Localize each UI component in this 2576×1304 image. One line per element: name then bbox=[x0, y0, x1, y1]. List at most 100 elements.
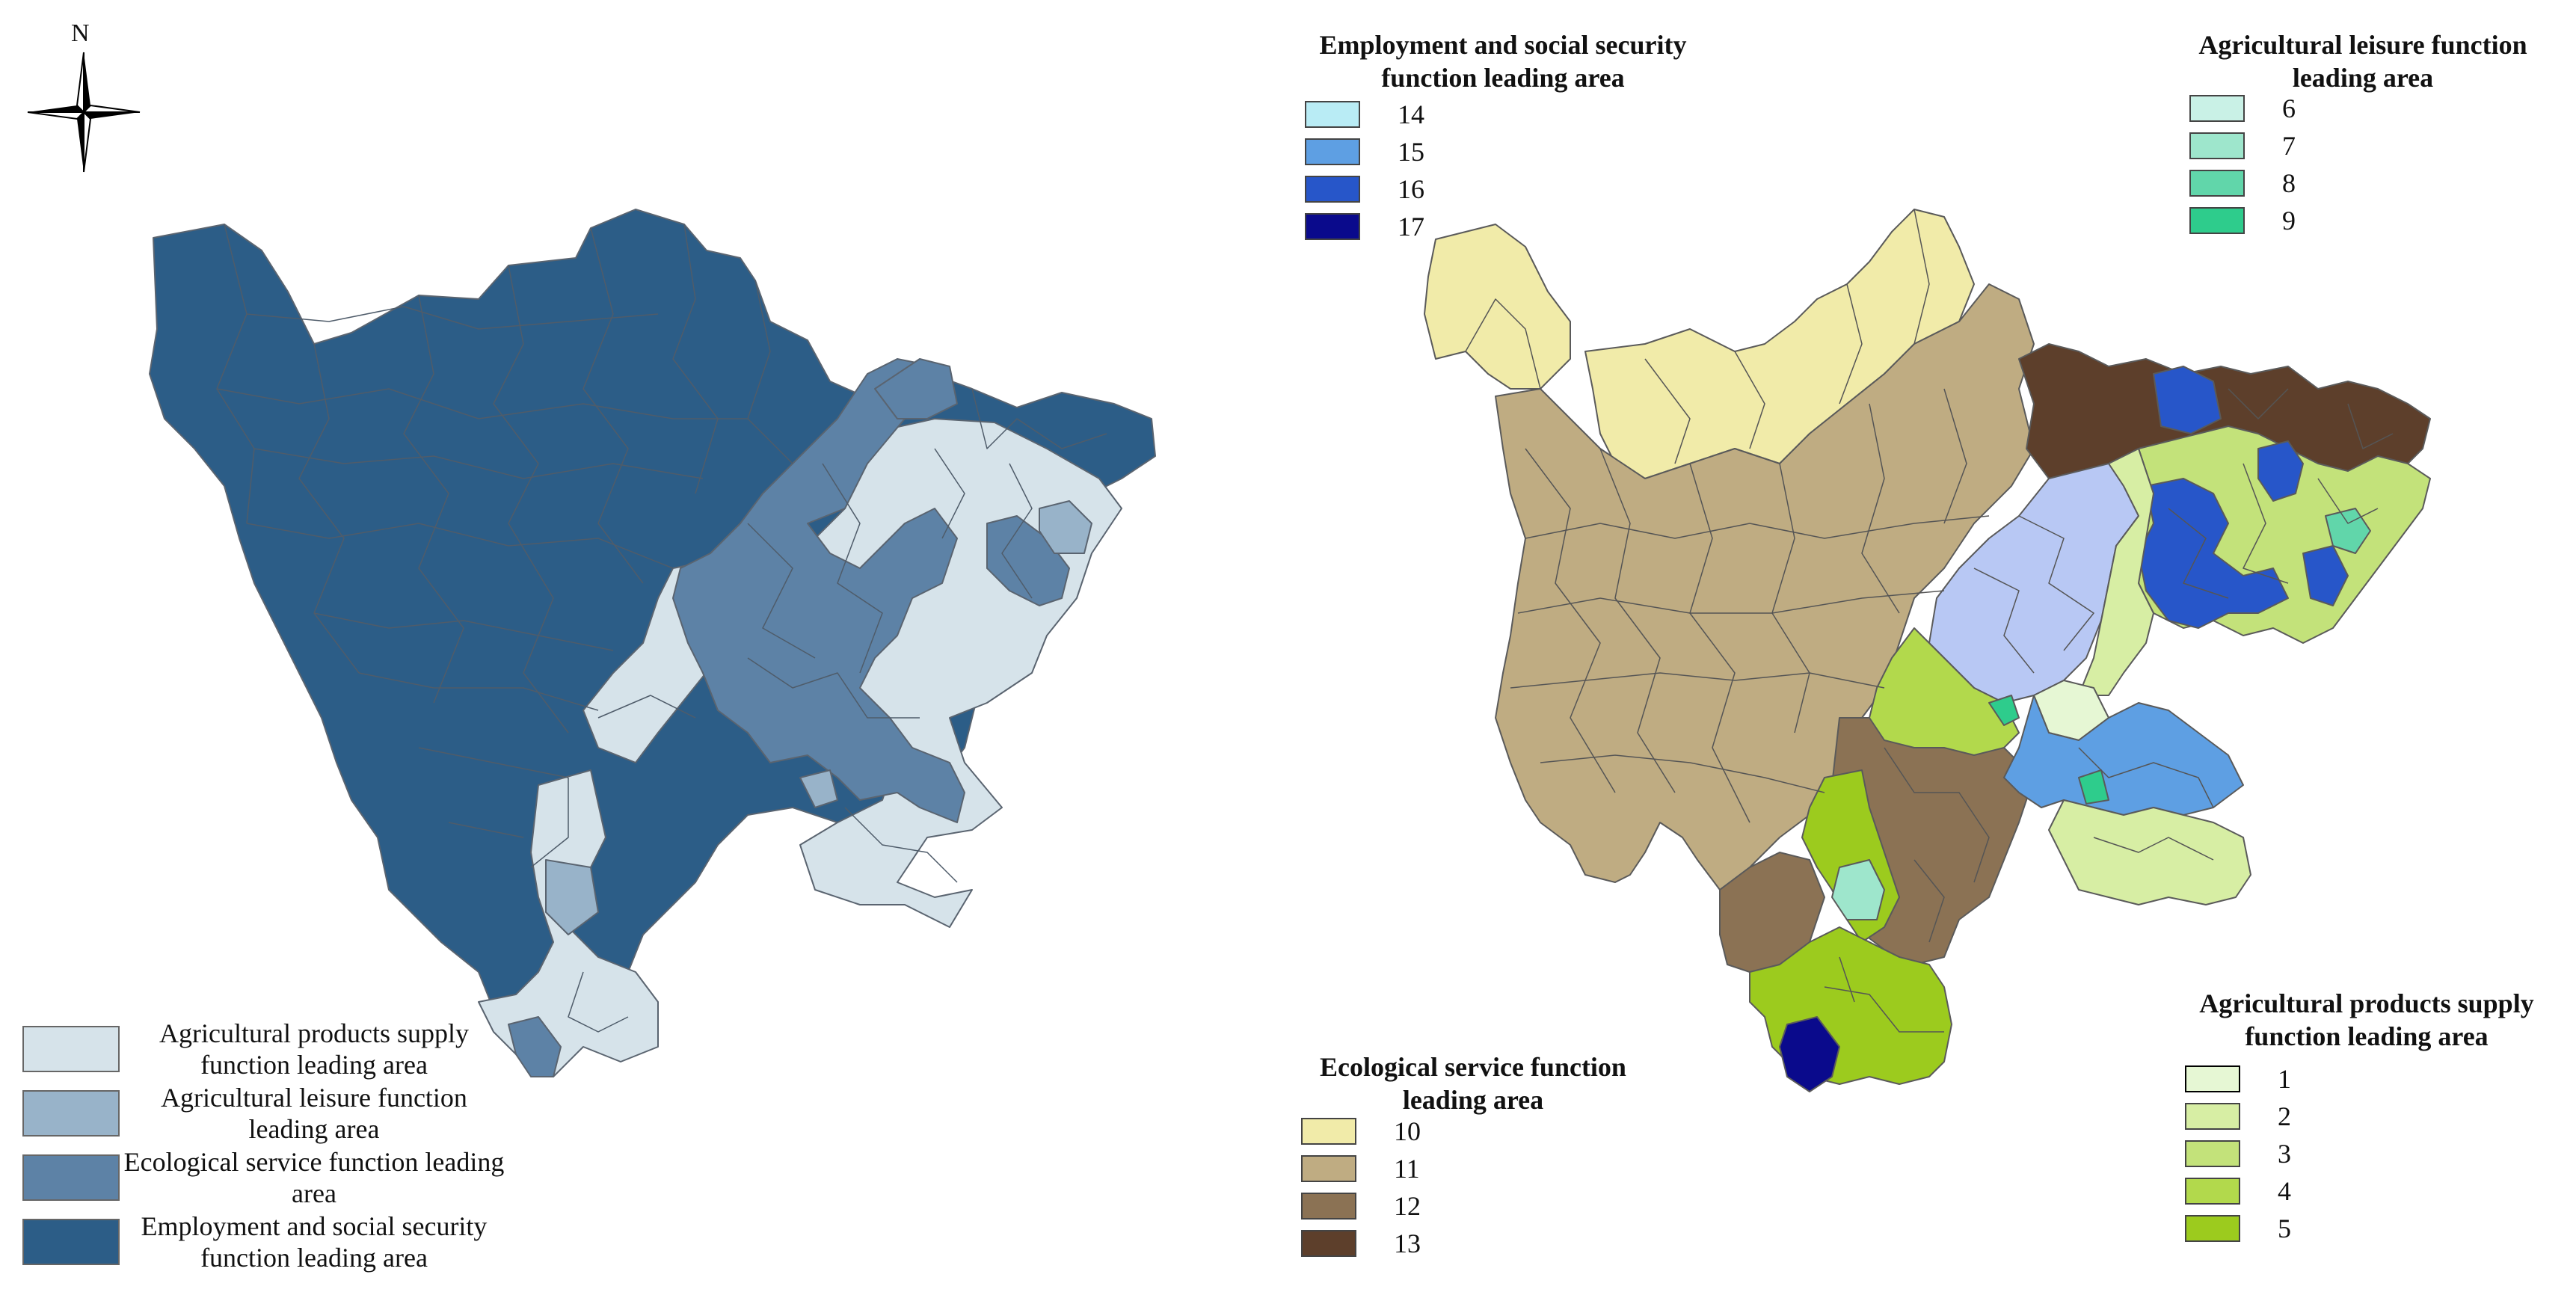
legend-title-employment: Employment and social security function … bbox=[1319, 30, 1687, 93]
left-legend-swatch bbox=[22, 1154, 120, 1201]
left-legend-swatch bbox=[22, 1219, 120, 1265]
right-region-7 bbox=[1831, 859, 1885, 920]
legend-item: 2 bbox=[2185, 1098, 2291, 1135]
right-region-10-nw bbox=[1424, 224, 1571, 390]
legend-swatch bbox=[2185, 1065, 2240, 1092]
legend-title-leisure: Agricultural leisure function leading ar… bbox=[2198, 30, 2527, 93]
left-region-leisure-1 bbox=[1039, 500, 1092, 554]
legend-item: 11 bbox=[1301, 1150, 1421, 1187]
legend-list-employment: 14 15 16 17 bbox=[1305, 96, 1424, 245]
right-region-16-east2 bbox=[2138, 478, 2289, 629]
legend-swatch bbox=[1305, 138, 1360, 165]
legend-item: 8 bbox=[2189, 164, 2296, 202]
legend-swatch bbox=[2185, 1178, 2240, 1205]
legend-list-leisure: 6 7 8 9 bbox=[2189, 90, 2296, 239]
right-map bbox=[1424, 209, 2431, 1092]
compass-rose-icon bbox=[27, 52, 141, 173]
legend-swatch bbox=[2185, 1140, 2240, 1167]
left-region-employment-east bbox=[986, 515, 1070, 606]
left-legend-swatch bbox=[22, 1026, 120, 1072]
legend-item: 10 bbox=[1301, 1113, 1421, 1150]
legend-swatch bbox=[1305, 101, 1360, 128]
legend-item: 5 bbox=[2185, 1210, 2291, 1247]
left-legend-label: Ecological service function leading area bbox=[123, 1147, 505, 1208]
legend-swatch bbox=[2189, 132, 2245, 159]
legend-label: 2 bbox=[2278, 1101, 2291, 1131]
legend-item: 9 bbox=[2189, 202, 2296, 239]
legend-list-ecological: 10 11 12 13 bbox=[1301, 1113, 1421, 1262]
legend-label: 4 bbox=[2278, 1176, 2291, 1206]
left-map-legend: Agricultural products supply function le… bbox=[22, 1017, 561, 1274]
legend-item: 17 bbox=[1305, 208, 1424, 245]
right-region-9-a bbox=[1988, 695, 2020, 726]
left-legend-swatch bbox=[22, 1090, 120, 1137]
right-county-borders bbox=[1465, 209, 2394, 1033]
right-region-2-south bbox=[2048, 799, 2251, 905]
left-legend-item-leisure: Agricultural leisure function leading ar… bbox=[22, 1081, 561, 1145]
legend-item: 15 bbox=[1305, 133, 1424, 170]
legend-label: 3 bbox=[2278, 1139, 2291, 1169]
legend-label: 5 bbox=[2278, 1214, 2291, 1243]
legend-swatch bbox=[2185, 1215, 2240, 1242]
legend-label: 1 bbox=[2278, 1064, 2291, 1094]
legend-label: 12 bbox=[1394, 1191, 1421, 1221]
right-region-4-west bbox=[1869, 627, 2020, 756]
compass-north-label: N bbox=[71, 19, 90, 47]
left-region-leisure-2 bbox=[545, 859, 599, 935]
legend-swatch bbox=[1305, 213, 1360, 240]
legend-label: 6 bbox=[2282, 93, 2296, 123]
legend-item: 3 bbox=[2185, 1135, 2291, 1172]
right-region-9-b bbox=[2078, 769, 2109, 805]
legend-label: 8 bbox=[2282, 168, 2296, 198]
legend-label: 16 bbox=[1398, 174, 1424, 204]
legend-swatch bbox=[1301, 1230, 1356, 1257]
legend-item: 6 bbox=[2189, 90, 2296, 127]
left-county-borders bbox=[216, 224, 1107, 1033]
right-region-15-se bbox=[2003, 695, 2244, 816]
legend-label: 17 bbox=[1398, 212, 1424, 242]
left-legend-item-employment: Employment and social security function … bbox=[22, 1210, 561, 1274]
left-legend-item-ecological: Ecological service function leading area bbox=[22, 1145, 561, 1210]
legend-swatch bbox=[1301, 1193, 1356, 1220]
legend-label: 7 bbox=[2282, 131, 2296, 161]
left-legend-label: Employment and social security function … bbox=[141, 1211, 488, 1273]
right-region-17 bbox=[1779, 1016, 1840, 1092]
right-region-2-east bbox=[2078, 448, 2154, 696]
legend-label: 13 bbox=[1394, 1228, 1421, 1258]
right-region-16-east3 bbox=[2257, 440, 2304, 502]
left-region-employment bbox=[672, 358, 965, 823]
left-legend-label: Agricultural leisure function leading ar… bbox=[161, 1083, 467, 1144]
left-map bbox=[149, 209, 1156, 1077]
right-region-16-east bbox=[2153, 366, 2222, 434]
legend-item: 12 bbox=[1301, 1187, 1421, 1225]
legend-swatch bbox=[1301, 1155, 1356, 1182]
legend-label: 15 bbox=[1398, 137, 1424, 167]
legend-item: 4 bbox=[2185, 1172, 2291, 1210]
legend-swatch bbox=[2189, 207, 2245, 234]
legend-item: 16 bbox=[1305, 170, 1424, 208]
legend-label: 11 bbox=[1394, 1154, 1420, 1184]
legend-title-supply: Agricultural products supply function le… bbox=[2199, 988, 2534, 1051]
legend-item: 7 bbox=[2189, 127, 2296, 164]
right-region-8 bbox=[2325, 508, 2371, 554]
legend-swatch bbox=[1305, 176, 1360, 203]
left-region-employment-sw bbox=[508, 1016, 562, 1077]
legend-swatch bbox=[2189, 170, 2245, 197]
legend-title-ecological: Ecological service function leading area bbox=[1320, 1052, 1626, 1115]
legend-item: 1 bbox=[2185, 1060, 2291, 1098]
left-region-leisure-3 bbox=[799, 769, 838, 808]
legend-swatch bbox=[1301, 1118, 1356, 1145]
left-region-employment-ne bbox=[874, 358, 958, 419]
right-region-16-east4 bbox=[2302, 545, 2349, 606]
left-legend-label: Agricultural products supply function le… bbox=[159, 1018, 469, 1080]
legend-item: 14 bbox=[1305, 96, 1424, 133]
left-legend-item-supply: Agricultural products supply function le… bbox=[22, 1017, 561, 1081]
legend-list-supply: 1 2 3 4 5 bbox=[2185, 1060, 2291, 1247]
legend-label: 9 bbox=[2282, 206, 2296, 236]
legend-item: 13 bbox=[1301, 1225, 1421, 1262]
legend-swatch bbox=[2189, 95, 2245, 122]
legend-label: 14 bbox=[1398, 99, 1424, 129]
legend-label: 10 bbox=[1394, 1116, 1421, 1146]
legend-swatch bbox=[2185, 1103, 2240, 1130]
